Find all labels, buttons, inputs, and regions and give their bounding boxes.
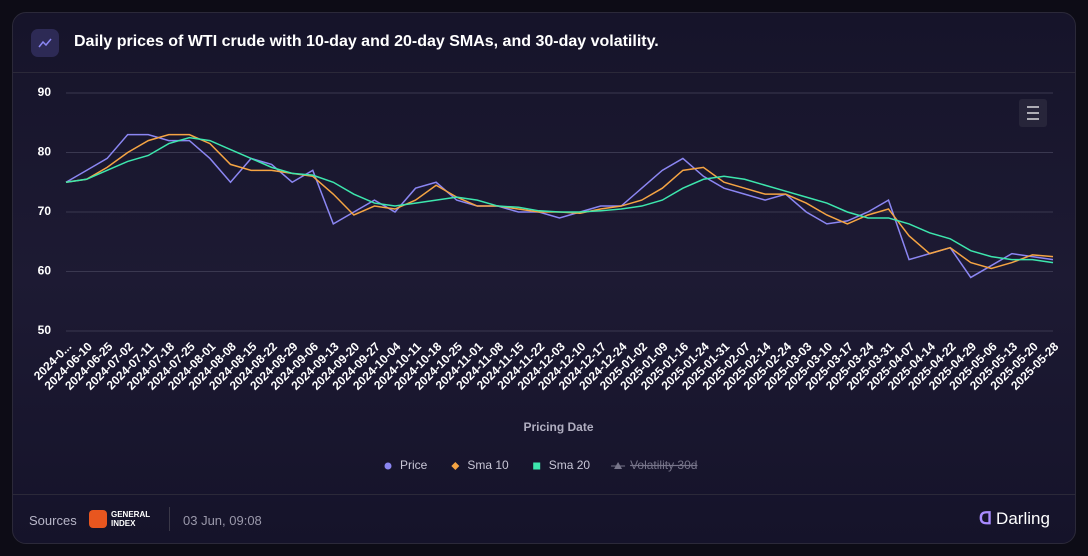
header: Daily prices of WTI crude with 10-day an… [13,13,1075,73]
menu-icon [1027,106,1039,120]
x-axis-label: Pricing Date [523,420,593,434]
legend-label: Price [400,458,428,472]
chart: 50607080902024-0...2024-06-102024-06-252… [31,85,1062,472]
series-line [65,136,1054,264]
timestamp: 03 Jun, 09:08 [183,513,262,528]
legend-marker [451,462,460,470]
source-logo [89,510,107,528]
y-tick-label: 60 [38,264,52,278]
chart-icon [31,29,59,57]
legend-label: Volatility 30d [630,458,697,472]
y-tick-label: 50 [38,323,52,337]
source-name: GENERAL INDEX [111,510,150,528]
legend-label: Sma 20 [549,458,591,472]
series-line [65,133,1054,279]
legend-label: Sma 10 [467,458,509,472]
footer: Sources GENERAL INDEX 03 Jun, 09:08 ᗡ Darl… [13,494,1075,543]
source-name-top: GENERAL [111,510,151,519]
source-name-bottom: INDEX [111,519,136,528]
sources-label: Sources [29,513,77,528]
brand: ᗡ Darling [979,509,1050,528]
separator [169,507,170,531]
legend-marker [384,462,392,470]
brand-name: Darling [996,509,1050,528]
legend-marker [533,462,541,470]
title: Daily prices of WTI crude with 10-day an… [74,33,659,50]
y-tick-label: 70 [38,204,52,218]
y-tick-label: 80 [38,145,52,159]
card: Daily prices of WTI crude with 10-day an… [12,12,1076,544]
y-tick-label: 90 [38,85,52,99]
